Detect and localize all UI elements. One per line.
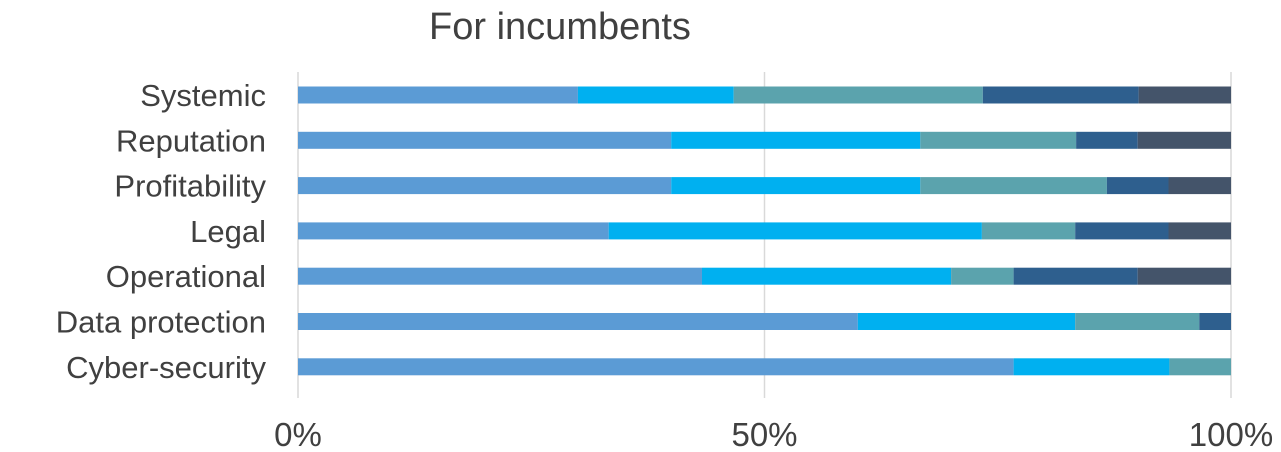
bar-segment (1013, 267, 1138, 285)
bar-segment (671, 131, 921, 149)
bar-segment (298, 86, 578, 104)
bar-segment (577, 86, 734, 104)
bar-segment (1076, 131, 1138, 149)
bar-segment (298, 177, 672, 195)
bar-segment (1137, 131, 1231, 149)
bar-segment (298, 313, 858, 330)
bar-segment (982, 86, 1139, 104)
bar-segment (1168, 222, 1231, 240)
bar-segment (608, 222, 982, 240)
bar-segment (1138, 86, 1231, 104)
category-label: Reputation (116, 123, 266, 158)
bar-segment (701, 267, 952, 285)
category-label: Legal (190, 214, 266, 249)
bar-segment (733, 86, 983, 104)
x-tick-label: 50% (731, 416, 797, 452)
category-label: Systemic (140, 78, 266, 113)
bar-segment (1013, 358, 1170, 376)
x-tick-label: 0% (274, 416, 322, 452)
bar-segment (1199, 313, 1231, 330)
bar-segment (1075, 313, 1200, 330)
bar-segment (1168, 177, 1231, 195)
bar-segment (1169, 358, 1231, 376)
bar-segment (298, 222, 609, 240)
bar-segment (920, 131, 1077, 149)
bar-segment (671, 177, 921, 195)
bar-segment (298, 131, 672, 149)
category-label: Cyber-security (66, 350, 266, 385)
bar-segment (951, 267, 1014, 285)
category-label: Data protection (56, 305, 266, 340)
bar-segment (981, 222, 1076, 240)
bar-segment (920, 177, 1107, 195)
x-tick-label: 100% (1189, 416, 1273, 452)
bar-segment (1106, 177, 1169, 195)
chart-title: For incumbents (429, 6, 691, 48)
bar-segment (857, 313, 1076, 330)
category-label: Operational (106, 259, 266, 294)
bar-segment (298, 358, 1014, 376)
bar-segment (1137, 267, 1231, 285)
bar-segment (1075, 222, 1169, 240)
category-label: Profitability (114, 169, 266, 204)
bar-segment (298, 267, 702, 285)
